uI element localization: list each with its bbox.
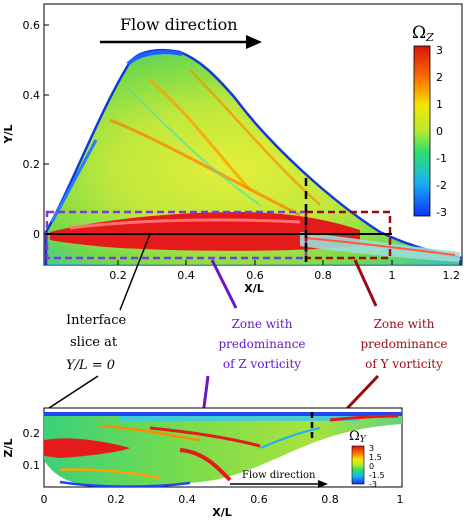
- top-cb-tick: -1: [436, 152, 447, 165]
- bottom-cb-tick: 1.5: [369, 453, 382, 462]
- top-x-tick: 0.8: [314, 269, 332, 282]
- bottom-y-tick: 0.2: [23, 427, 41, 440]
- bottom-y-label: Z/L: [2, 438, 15, 457]
- top-flow-arrow: Flow direction: [100, 15, 262, 49]
- top-cb-tick: 0: [436, 125, 443, 138]
- top-x-tick: 0.4: [177, 269, 195, 282]
- top-plot: Flow direction ΩZ 3 2 1 0 -1 -2 -3: [2, 3, 463, 295]
- top-x-tick: 1.2: [443, 269, 461, 282]
- top-flow-label: Flow direction: [120, 15, 238, 34]
- top-x-label: X/L: [244, 282, 264, 295]
- top-y-label: Y/L: [2, 125, 15, 145]
- bottom-contour-field: [44, 412, 402, 487]
- top-x-axis: 0.2 0.4 0.6 0.8 1 1.2 X/L: [109, 260, 461, 295]
- top-y-tick: 0: [33, 228, 40, 241]
- bottom-cb-tick: 0: [369, 462, 374, 471]
- top-cb-tick: 3: [436, 44, 443, 57]
- bottom-flow-label: Flow direction: [242, 470, 316, 481]
- zone-y-text-line: Zone with: [374, 317, 435, 331]
- interface-text-line: Y/L = 0: [66, 358, 115, 373]
- top-cb-tick: 2: [436, 71, 443, 84]
- interface-text-line: Interface: [66, 313, 126, 328]
- interface-text-line: slice at: [70, 335, 118, 350]
- top-cb-tick: 1: [436, 98, 443, 111]
- bottom-cb-tick: 3: [369, 444, 374, 453]
- bottom-y-tick: 0.1: [23, 459, 41, 472]
- top-y-tick: 0.6: [23, 19, 41, 32]
- bottom-x-tick: 0.8: [321, 493, 339, 506]
- top-x-tick: 1: [389, 269, 396, 282]
- bottom-y-axis: 0.2 0.1 Z/L: [2, 427, 40, 472]
- top-colorbar-ticks: 3 2 1 0 -1 -2 -3: [436, 44, 447, 219]
- top-colorbar: ΩZ 3 2 1 0 -1 -2 -3: [412, 23, 447, 219]
- bottom-plot: ΩY 3 1.5 0 -1.5 -3 Flow direction 0 0.2 …: [2, 407, 404, 519]
- zone-z-text-line: of Z vorticity: [223, 357, 301, 371]
- bottom-x-tick: 0.4: [178, 493, 196, 506]
- bottom-x-tick: 0: [41, 493, 48, 506]
- bottom-x-axis: 0 0.2 0.4 0.6 0.8 1 X/L: [41, 493, 404, 519]
- zone-z-annotation: Zone with predominance of Z vorticity: [218, 317, 305, 371]
- bottom-x-tick: 0.6: [250, 493, 268, 506]
- zone-y-text-line: of Y vorticity: [365, 357, 443, 371]
- bottom-cb-tick: -3: [369, 480, 377, 489]
- top-colorbar-title: ΩZ: [412, 23, 434, 44]
- top-y-axis: 0.6 0.4 0.2 0 Y/L: [2, 19, 49, 241]
- top-cb-tick: -2: [436, 179, 447, 192]
- top-y-tick: 0.4: [23, 89, 41, 102]
- zone-z-text-line: predominance: [218, 337, 305, 351]
- top-x-tick: 0.2: [109, 269, 127, 282]
- zone-z-text-line: Zone with: [232, 317, 293, 331]
- zone-y-annotation: Zone with predominance of Y vorticity: [360, 317, 447, 371]
- top-y-tick: 0.2: [23, 158, 41, 171]
- bottom-x-label: X/L: [212, 506, 232, 519]
- bottom-flow-arrow: Flow direction: [230, 470, 328, 488]
- bottom-cb-tick: -1.5: [369, 471, 385, 480]
- bottom-x-tick: 0.2: [107, 493, 125, 506]
- bottom-x-tick: 1: [397, 493, 404, 506]
- bottom-colorbar: ΩY 3 1.5 0 -1.5 -3: [349, 429, 385, 489]
- interface-annotation: Interface slice at Y/L = 0: [66, 313, 126, 373]
- bottom-colorbar-title: ΩY: [349, 429, 367, 445]
- top-cb-tick: -3: [436, 206, 447, 219]
- top-x-tick: 0.6: [246, 269, 264, 282]
- zone-y-text-line: predominance: [360, 337, 447, 351]
